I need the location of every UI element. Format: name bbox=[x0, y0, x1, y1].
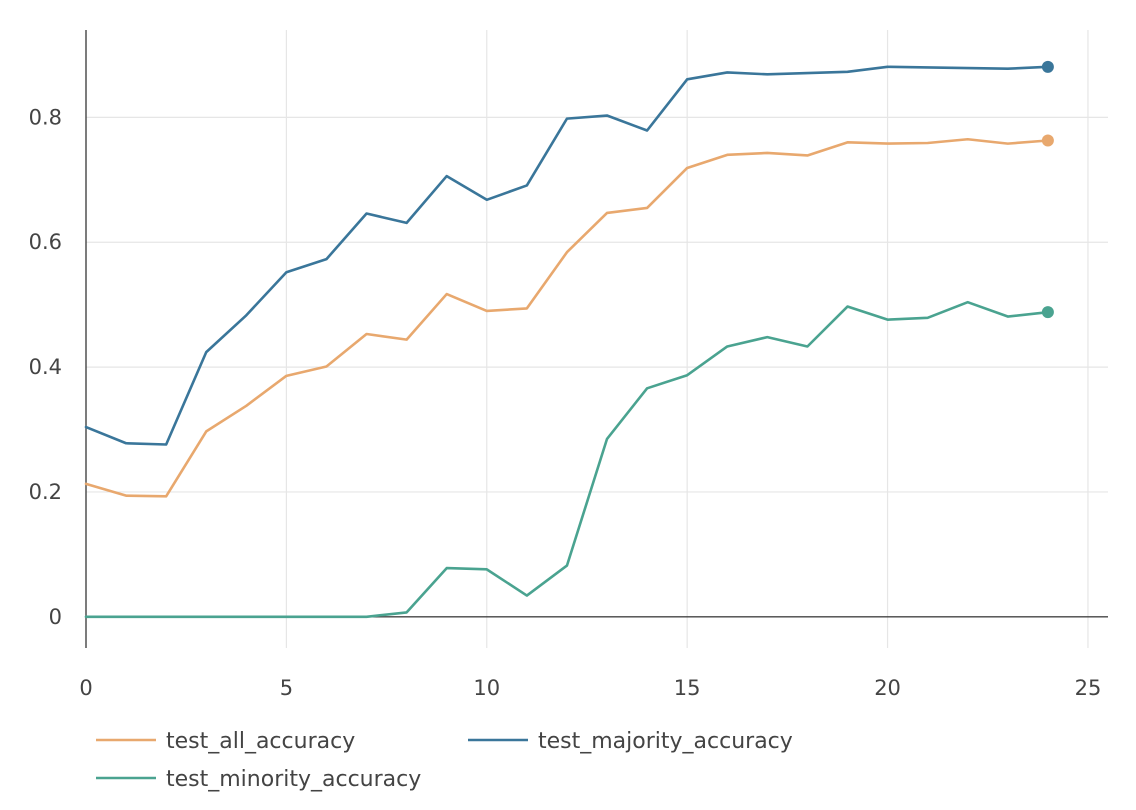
axes: 0 0.2 0.4 0.6 0.8 0 5 10 15 20 25 bbox=[29, 30, 1108, 700]
legend-item-test-minority-accuracy[interactable]: test_minority_accuracy bbox=[96, 767, 421, 792]
series-line-test-all-accuracy bbox=[84, 137, 1050, 498]
x-tick-label: 15 bbox=[674, 676, 701, 700]
legend-item-test-majority-accuracy[interactable]: test_majority_accuracy bbox=[468, 729, 793, 754]
grid bbox=[86, 30, 1108, 648]
x-tick-label: 20 bbox=[874, 676, 901, 700]
y-tick-label: 0 bbox=[49, 605, 62, 629]
y-tick-label: 0.4 bbox=[29, 355, 62, 379]
legend-item-test-all-accuracy[interactable]: test_all_accuracy bbox=[96, 729, 355, 754]
x-tick-label: 0 bbox=[79, 676, 92, 700]
legend-label: test_all_accuracy bbox=[166, 729, 355, 754]
series-line-test-minority-accuracy bbox=[84, 300, 1050, 619]
series-end-marker bbox=[1041, 60, 1054, 73]
legend-label: test_majority_accuracy bbox=[538, 729, 793, 754]
x-tick-label: 10 bbox=[473, 676, 500, 700]
x-tick-label: 5 bbox=[280, 676, 293, 700]
series bbox=[84, 60, 1054, 619]
y-tick-label: 0.2 bbox=[29, 480, 62, 504]
y-tick-label: 0.6 bbox=[29, 230, 62, 254]
series-end-marker bbox=[1041, 306, 1054, 319]
x-tick-label: 25 bbox=[1075, 676, 1102, 700]
legend-label: test_minority_accuracy bbox=[166, 767, 421, 792]
y-tick-label: 0.8 bbox=[29, 105, 62, 129]
series-end-marker bbox=[1041, 134, 1054, 147]
series-line-test-majority-accuracy bbox=[84, 65, 1050, 446]
legend[interactable]: test_all_accuracy test_majority_accuracyt… bbox=[96, 729, 793, 792]
